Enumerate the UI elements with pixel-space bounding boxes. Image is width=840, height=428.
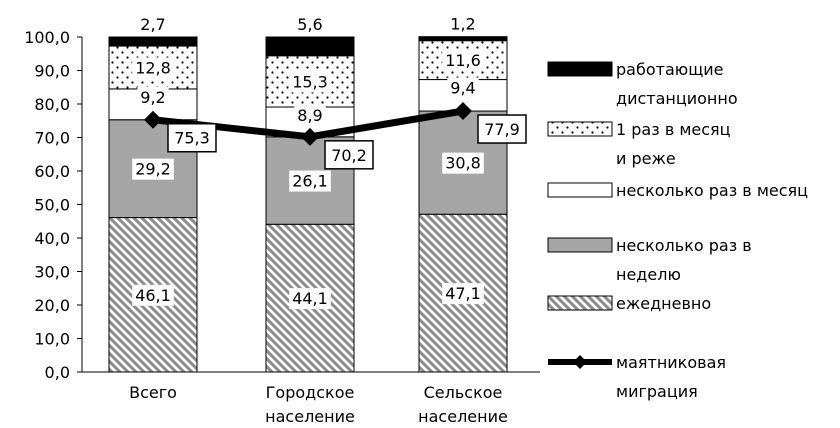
line-data-label: 77,9 xyxy=(484,120,520,139)
data-label-background xyxy=(442,152,484,174)
line-data-label: 75,3 xyxy=(174,129,210,148)
legend-label: работающие xyxy=(616,60,724,79)
y-tick-label: 70,0 xyxy=(34,129,70,148)
y-tick-label: 20,0 xyxy=(34,296,70,315)
legend-swatch xyxy=(547,182,613,198)
legend-label: ежедневно xyxy=(616,294,711,313)
data-label-background xyxy=(289,71,331,93)
data-label: 44,1 xyxy=(292,289,328,308)
bar-segment xyxy=(418,36,508,42)
legend-label: несколько раз в месяц xyxy=(616,181,808,200)
legend-line-marker xyxy=(573,355,587,369)
line-label-box xyxy=(477,114,527,144)
legend-label: и реже xyxy=(616,149,676,168)
data-label-background xyxy=(447,77,479,99)
data-label: 8,9 xyxy=(297,106,322,125)
data-label: 47,1 xyxy=(445,284,481,303)
data-label: 9,2 xyxy=(140,88,165,107)
legend-swatch xyxy=(547,295,613,311)
line-point-marker xyxy=(301,127,319,146)
data-label: 30,8 xyxy=(445,154,481,173)
category-label: население xyxy=(418,407,508,426)
data-label-background xyxy=(132,158,174,180)
y-tick-label: 60,0 xyxy=(34,162,70,181)
legend: работающие дистанционно 1 раз в месяц и реж… xyxy=(547,60,808,401)
data-label-background xyxy=(289,288,331,310)
y-tick-label: 40,0 xyxy=(34,229,70,248)
category-label: Всего xyxy=(129,383,177,402)
data-label-background xyxy=(442,283,484,305)
data-label: 2,7 xyxy=(140,15,165,34)
bar-segment xyxy=(265,36,355,57)
legend-label: 1 раз в месяц xyxy=(616,120,731,139)
y-tick-label: 100,0 xyxy=(24,28,70,47)
data-label-background xyxy=(294,105,326,127)
data-label-background xyxy=(132,57,174,79)
data-label: 1,2 xyxy=(450,15,475,34)
data-label: 12,8 xyxy=(135,58,171,77)
data-label-background xyxy=(137,86,169,108)
line-data-label: 70,2 xyxy=(331,146,367,165)
category-label: Сельское xyxy=(424,383,503,402)
category-label: население xyxy=(265,407,355,426)
line-label-box xyxy=(167,122,217,153)
legend-swatch xyxy=(547,61,613,77)
y-tick-label: 0,0 xyxy=(45,363,70,382)
legend-label: миграция xyxy=(616,382,698,401)
data-label: 26,1 xyxy=(292,172,328,191)
legend-label: несколько раз в xyxy=(616,236,752,255)
legend-label: маятниковая xyxy=(616,353,726,372)
y-tick-label: 10,0 xyxy=(34,330,70,349)
data-label-background xyxy=(132,284,174,306)
data-label-background xyxy=(442,50,484,72)
line-point-marker xyxy=(144,110,162,129)
y-tick-label: 90,0 xyxy=(34,62,70,81)
y-tick-label: 50,0 xyxy=(34,196,70,215)
legend-swatch xyxy=(547,121,613,137)
bar-segment xyxy=(108,36,198,47)
plot-area: 0,0 10,0 20,0 30,0 40,0 50,0 60,0 70,0 80,0 90,0 1… xyxy=(24,15,540,426)
line-point-marker xyxy=(454,102,472,121)
data-label: 9,4 xyxy=(450,79,475,98)
legend-label: дистанционно xyxy=(616,89,738,108)
y-tick-label: 30,0 xyxy=(34,263,70,282)
y-tick-label: 80,0 xyxy=(34,95,70,114)
data-label: 15,3 xyxy=(292,72,328,91)
data-label: 29,2 xyxy=(135,160,171,179)
data-label: 5,6 xyxy=(297,15,322,34)
data-label-background xyxy=(289,170,331,192)
legend-swatch xyxy=(547,237,613,253)
legend-label: неделю xyxy=(616,265,681,284)
data-label: 46,1 xyxy=(135,286,171,305)
line-label-box xyxy=(324,140,374,170)
data-label: 11,6 xyxy=(445,51,481,70)
category-label: Городское xyxy=(266,383,355,402)
